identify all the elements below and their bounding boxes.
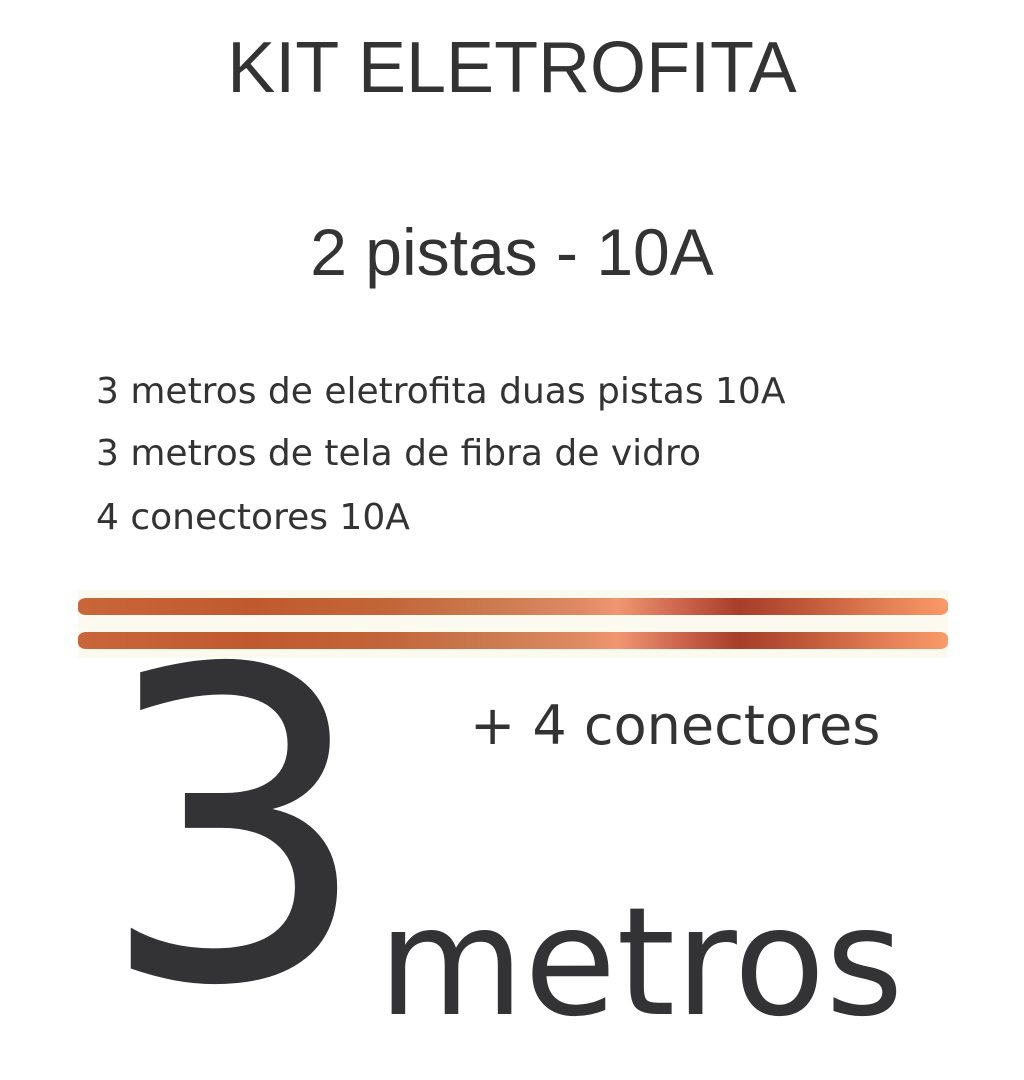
copper-tape-illustration xyxy=(78,590,948,658)
feature-item: 4 conectores 10A xyxy=(96,497,410,538)
copper-track xyxy=(78,598,948,615)
length-unit: metros xyxy=(378,876,904,1050)
page-title: KIT ELETROFITA xyxy=(227,28,797,108)
subtitle: 2 pistas - 10A xyxy=(310,215,714,289)
copper-track xyxy=(78,632,948,649)
length-number: 3 xyxy=(98,580,372,1080)
feature-item: 3 metros de eletrofita duas pistas 10A xyxy=(96,371,786,412)
connectors-note: + 4 conectores xyxy=(470,694,881,757)
feature-item: 3 metros de tela de fibra de vidro xyxy=(96,433,702,474)
